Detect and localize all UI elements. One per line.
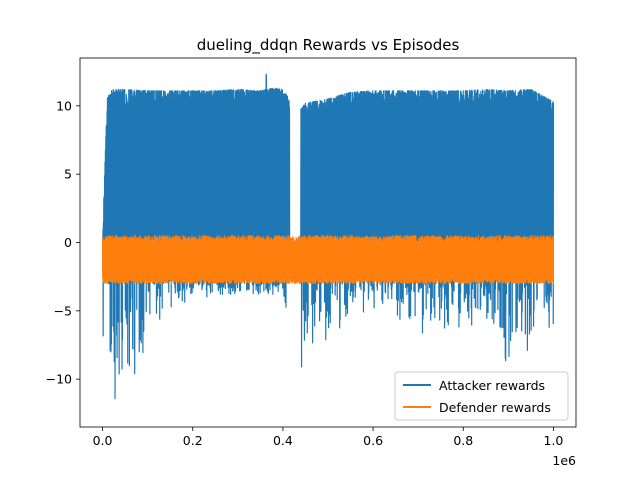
chart-title: dueling_ddqn Rewards vs Episodes	[197, 36, 460, 55]
x-tick-label: 0.8	[453, 433, 473, 448]
x-tick-label: 0.4	[273, 433, 293, 448]
y-tick-label: −5	[54, 303, 72, 318]
legend: Attacker rewards Defender rewards	[394, 371, 569, 421]
legend-box	[394, 371, 569, 421]
x-tick-label: 0.2	[183, 433, 203, 448]
x-axis: 0.0 0.2 0.4 0.6 0.8 1.0	[93, 427, 564, 448]
y-tick-label: 0	[64, 235, 72, 250]
x-offset-text: 1e6	[552, 453, 576, 468]
series-attacker-line	[101, 73, 555, 400]
y-tick-label: 5	[64, 167, 72, 182]
legend-label-defender: Defender rewards	[439, 400, 551, 415]
series-defender-line	[101, 235, 555, 285]
y-tick-label: −10	[46, 372, 72, 387]
y-tick-label: 10	[56, 98, 72, 113]
legend-label-attacker: Attacker rewards	[439, 378, 545, 393]
x-tick-label: 0.6	[363, 433, 383, 448]
x-tick-label: 0.0	[93, 433, 113, 448]
x-tick-label: 1.0	[544, 433, 564, 448]
plot-area	[79, 57, 577, 428]
y-axis: −10 −5 0 5 10	[46, 98, 80, 387]
series-layer	[101, 73, 555, 400]
